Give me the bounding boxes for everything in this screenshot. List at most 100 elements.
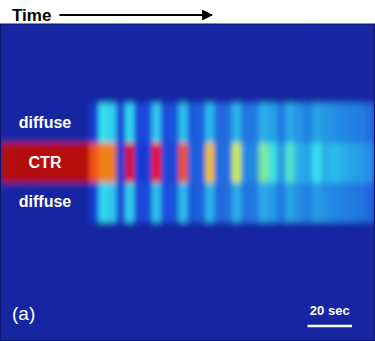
heatmap-cell — [277, 262, 287, 302]
heatmap-cell — [90, 301, 100, 341]
heatmap-cell — [90, 183, 100, 223]
heatmap-cell — [259, 183, 269, 223]
heatmap-cell — [107, 64, 117, 104]
heatmap-cell — [312, 222, 322, 262]
heatmap-cell — [205, 183, 215, 223]
heatmap-cell — [125, 222, 135, 262]
heatmap-cell — [107, 262, 117, 302]
heatmap-cell — [143, 262, 153, 302]
chart: diffuseCTRdiffuseTime(a)20 sec — [0, 0, 375, 341]
heatmap-cell — [98, 301, 108, 341]
heatmap-cell — [188, 24, 198, 64]
heatmap-cell — [223, 64, 233, 104]
time-arrow — [59, 14, 212, 16]
heatmap-cell — [330, 64, 340, 104]
heatmap-cell — [1, 183, 11, 223]
heatmap-cell — [321, 103, 331, 143]
heatmap-cell — [366, 222, 375, 262]
heatmap-cell — [107, 143, 117, 183]
heatmap-cell — [72, 301, 82, 341]
heatmap-cell — [152, 222, 162, 262]
heatmap-cell — [339, 222, 349, 262]
heatmap-cell — [18, 64, 28, 104]
heatmap-cell — [330, 222, 340, 262]
heatmap-cell — [9, 183, 19, 223]
heatmap-cell — [152, 183, 162, 223]
heatmap-cell — [303, 64, 313, 104]
heatmap-cell — [36, 222, 46, 262]
heatmap-cell — [214, 222, 224, 262]
heatmap-cell — [63, 64, 73, 104]
heatmap-cell — [54, 24, 64, 64]
heatmap-cell — [250, 24, 260, 64]
heatmap-cell — [9, 64, 19, 104]
heatmap-cell — [205, 103, 215, 143]
heatmap-cell — [268, 183, 278, 223]
heatmap-cell — [134, 262, 144, 302]
heatmap-cell — [223, 262, 233, 302]
heatmap-cell — [357, 24, 367, 64]
heatmap-cell — [161, 301, 171, 341]
heatmap-cell — [321, 183, 331, 223]
y-tick: diffuse — [19, 114, 72, 131]
heatmap-cell — [45, 24, 55, 64]
heatmap-cell — [179, 183, 189, 223]
heatmap-cell — [116, 262, 126, 302]
heatmap-cell — [125, 64, 135, 104]
heatmap-cell — [63, 222, 73, 262]
heatmap-cell — [196, 24, 206, 64]
heatmap-cell — [285, 64, 295, 104]
heatmap-cell — [321, 222, 331, 262]
heatmap-cell — [107, 24, 117, 64]
heatmap-cell — [339, 262, 349, 302]
heatmap-cell — [357, 64, 367, 104]
heatmap-cell — [152, 64, 162, 104]
heatmap-cell — [250, 301, 260, 341]
heatmap-cell — [81, 222, 91, 262]
heatmap-cell — [63, 24, 73, 64]
heatmap-cell — [125, 103, 135, 143]
heatmap-cell — [170, 301, 180, 341]
heatmap-cell — [205, 24, 215, 64]
heatmap-cell — [90, 64, 100, 104]
heatmap-cell — [188, 103, 198, 143]
heatmap-cell — [268, 222, 278, 262]
heatmap-cell — [81, 183, 91, 223]
heatmap-cell — [63, 301, 73, 341]
heatmap-cell — [303, 222, 313, 262]
panel-label: (a) — [12, 303, 35, 324]
heatmap-cell — [312, 183, 322, 223]
heatmap-cell — [357, 103, 367, 143]
heatmap-cell — [170, 183, 180, 223]
heatmap-cell — [161, 103, 171, 143]
heatmap-cell — [205, 262, 215, 302]
heatmap-cell — [232, 143, 242, 183]
heatmap-cell — [312, 64, 322, 104]
heatmap-cell — [268, 301, 278, 341]
heatmap-cell — [357, 301, 367, 341]
heatmap-cell — [223, 301, 233, 341]
heatmap-cell — [134, 143, 144, 183]
heatmap-cell — [277, 301, 287, 341]
heatmap-cell — [250, 143, 260, 183]
heatmap-cell — [259, 24, 269, 64]
scale-bar-label: 20 sec — [310, 303, 350, 318]
heatmap-cell — [294, 222, 304, 262]
heatmap-cell — [90, 222, 100, 262]
heatmap-cell — [259, 103, 269, 143]
heatmap-cell — [196, 64, 206, 104]
heatmap-cell — [116, 183, 126, 223]
heatmap-cell — [72, 183, 82, 223]
heatmap-cell — [98, 262, 108, 302]
heatmap-cell — [188, 222, 198, 262]
heatmap-cell — [63, 143, 73, 183]
heatmap-cell — [259, 64, 269, 104]
heatmap-cell — [303, 143, 313, 183]
heatmap-cell — [36, 262, 46, 302]
heatmap-cell — [285, 222, 295, 262]
heatmap-cell — [348, 143, 358, 183]
heatmap-cell — [116, 301, 126, 341]
plot-area — [1, 24, 375, 341]
heatmap-cell — [196, 103, 206, 143]
heatmap-cell — [143, 24, 153, 64]
